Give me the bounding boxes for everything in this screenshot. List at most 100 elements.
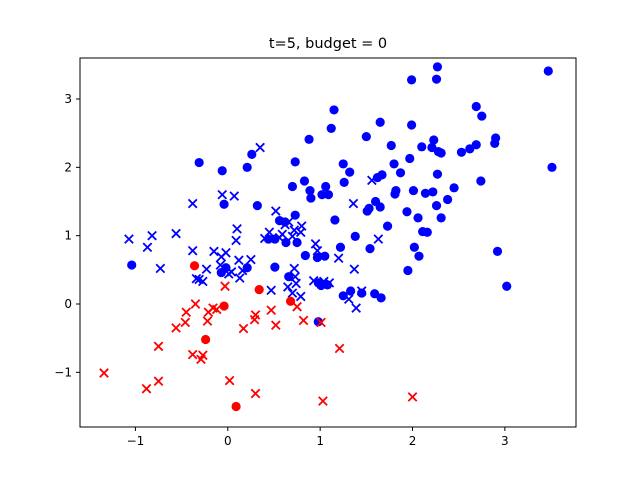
data-point-x <box>270 206 281 216</box>
data-point-circle <box>456 147 467 157</box>
data-point-circle <box>270 262 280 272</box>
data-point-x <box>266 285 277 296</box>
data-point-circle <box>443 194 453 205</box>
data-point-circle <box>436 213 446 223</box>
data-point-x <box>194 274 204 285</box>
data-point-circle <box>386 140 396 151</box>
data-point-x <box>249 314 260 325</box>
data-point-x <box>259 233 270 244</box>
data-point-x <box>250 388 261 399</box>
data-point-circle <box>194 157 204 168</box>
data-point-circle <box>406 120 417 130</box>
data-point-x <box>142 242 153 253</box>
data-point-circle <box>436 148 446 158</box>
data-point-x <box>291 278 301 289</box>
y-tick-label: 1 <box>64 229 72 243</box>
data-point-x <box>351 303 362 313</box>
data-point-circle <box>432 62 443 72</box>
data-point-circle <box>284 272 294 282</box>
data-point-circle <box>127 260 137 270</box>
data-point-x <box>312 245 323 256</box>
data-point-x <box>333 253 344 264</box>
data-point-circle <box>375 117 385 127</box>
data-point-circle <box>471 101 481 112</box>
data-point-x <box>316 317 326 328</box>
data-point-x <box>238 323 249 334</box>
data-point-x <box>153 376 164 387</box>
data-point-x <box>298 315 309 326</box>
data-point-circle <box>305 185 315 196</box>
data-point-x <box>287 231 298 242</box>
data-point-circle <box>270 234 280 244</box>
data-point-x <box>282 282 293 292</box>
data-point-circle <box>323 190 334 200</box>
chart-title: t=5, budget = 0 <box>269 36 387 52</box>
data-point-circle <box>429 135 439 145</box>
data-point-circle <box>417 142 427 152</box>
data-point-x <box>373 234 384 244</box>
data-point-circle <box>449 183 459 193</box>
data-point-circle <box>290 157 300 167</box>
x-tick-label: 2 <box>409 434 417 448</box>
data-point-x <box>147 230 157 241</box>
data-point-circle <box>490 138 500 149</box>
data-point-x <box>318 396 328 406</box>
data-point-circle <box>431 201 442 211</box>
data-point-x <box>229 191 240 201</box>
data-point-circle <box>320 251 330 261</box>
data-point-circle <box>304 134 314 144</box>
x-tick-label: 3 <box>501 434 509 448</box>
data-point-circle <box>287 181 298 192</box>
data-point-circle <box>357 288 367 298</box>
data-point-x <box>224 375 235 386</box>
data-point-circle <box>326 123 336 133</box>
data-point-x <box>191 273 202 284</box>
data-point-circle <box>477 111 487 121</box>
x-axis: −1 0 1 2 3 <box>127 427 509 448</box>
data-point-x <box>190 299 201 309</box>
data-point-circle <box>502 281 512 291</box>
data-point-circle <box>406 75 417 85</box>
data-point-circle <box>338 291 348 301</box>
data-point-x <box>209 246 219 257</box>
data-point-circle <box>217 166 227 176</box>
data-point-circle <box>219 199 229 209</box>
data-point-x <box>171 228 181 239</box>
data-point-x <box>231 235 241 246</box>
data-point-x <box>324 277 335 288</box>
x-tick-label: 0 <box>224 434 232 448</box>
data-point-circle <box>252 201 262 211</box>
data-point-circle <box>316 280 326 291</box>
data-point-circle <box>339 177 349 187</box>
data-point-x <box>356 286 367 296</box>
data-point-circle <box>189 261 200 271</box>
y-tick-label: 0 <box>64 297 72 311</box>
data-point-x <box>234 255 244 266</box>
data-point-x <box>155 263 166 274</box>
data-point-circle <box>403 265 413 276</box>
data-point-circle <box>476 176 486 186</box>
data-point-x <box>310 239 321 249</box>
data-point-x <box>201 264 212 274</box>
data-point-circle <box>290 210 300 220</box>
data-point-circle <box>330 215 340 225</box>
data-point-x <box>220 281 230 292</box>
data-point-x <box>187 245 198 256</box>
data-point-circle <box>247 149 257 159</box>
data-point-x <box>289 263 300 274</box>
data-point-x <box>264 227 275 238</box>
data-point-x <box>308 275 319 286</box>
data-point-x <box>246 254 256 265</box>
data-point-circle <box>431 74 442 84</box>
data-point-x <box>287 288 298 298</box>
data-point-circle <box>219 301 229 311</box>
data-point-circle <box>242 263 252 273</box>
data-marks <box>99 62 557 412</box>
data-point-x <box>216 252 227 262</box>
data-point-circle <box>372 172 383 183</box>
data-point-circle <box>408 185 419 196</box>
data-point-circle <box>362 206 372 216</box>
x-tick-label: 1 <box>316 434 324 448</box>
data-point-circle <box>405 153 415 164</box>
data-point-x <box>319 276 329 287</box>
